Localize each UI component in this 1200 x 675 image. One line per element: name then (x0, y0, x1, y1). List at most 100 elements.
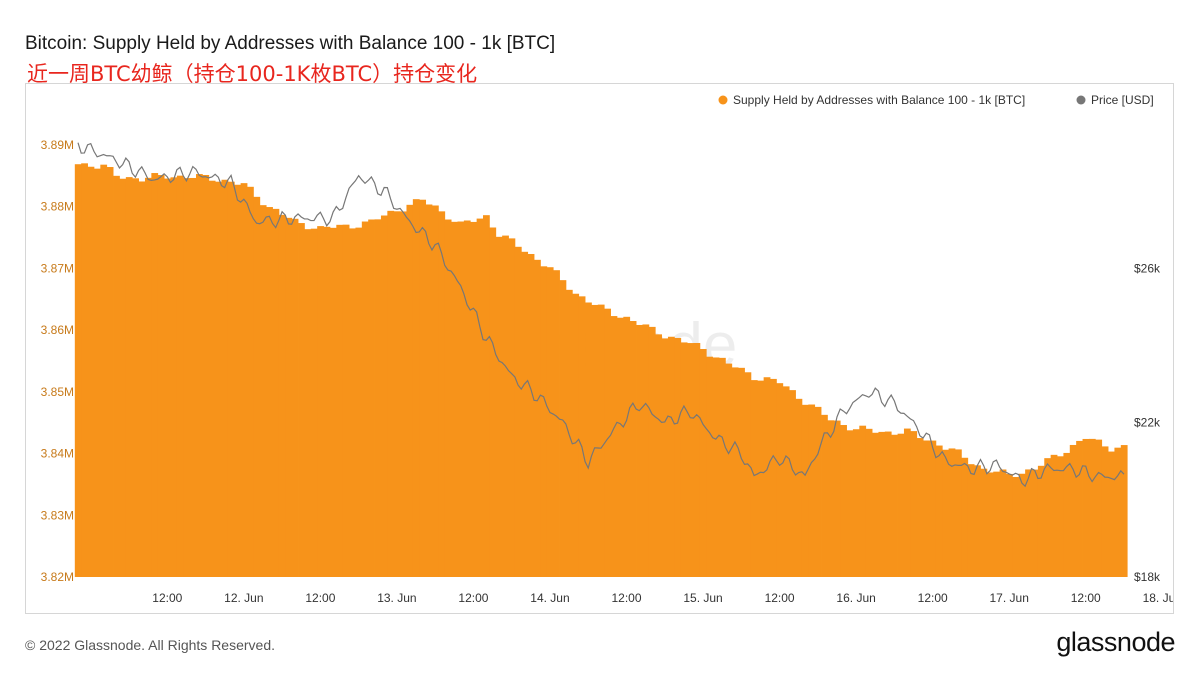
supply-bar (757, 380, 765, 577)
supply-bar (470, 221, 478, 577)
supply-bar (310, 228, 318, 577)
supply-bar (380, 215, 388, 577)
supply-bar (1088, 438, 1096, 577)
legend-price-marker[interactable] (1076, 95, 1086, 105)
supply-bar (534, 259, 541, 577)
supply-bar (1108, 451, 1115, 577)
supply-bar (253, 196, 261, 577)
supply-bar (942, 449, 950, 577)
supply-bar (585, 302, 592, 577)
y-axis-right-tick-label: $18k (1134, 570, 1161, 584)
supply-bar (693, 342, 701, 577)
y-axis-left-tick-label: 3.86M (41, 323, 74, 337)
supply-bar (648, 326, 656, 577)
x-axis-tick-label: 12:00 (1071, 591, 1101, 605)
supply-bar (642, 324, 650, 577)
supply-bar (355, 227, 363, 577)
supply-bar (680, 342, 688, 577)
y-axis-left-tick-label: 3.88M (41, 200, 74, 214)
x-axis-tick-label: 12. Jun (224, 591, 263, 605)
supply-bar (349, 228, 356, 578)
supply-bar (923, 440, 930, 577)
supply-bar (661, 338, 669, 577)
supply-bar (521, 251, 529, 578)
legend-supply-label: Supply Held by Addresses with Balance 10… (733, 93, 1025, 107)
supply-bar (744, 372, 752, 577)
supply-bar (578, 296, 586, 577)
supply-bar (731, 367, 739, 577)
supply-bar (93, 168, 101, 577)
supply-bar (368, 219, 375, 577)
supply-bar (852, 429, 860, 577)
supply-bar (329, 227, 337, 577)
supply-bar (495, 236, 503, 577)
supply-bar (712, 357, 720, 577)
supply-bar (1006, 473, 1013, 577)
supply-bar (872, 432, 879, 577)
legend-supply-marker[interactable] (718, 95, 728, 105)
supply-bar (1012, 476, 1020, 577)
supply-bar (718, 357, 726, 577)
supply-bar (776, 383, 784, 577)
supply-bar (202, 174, 210, 577)
supply-bar (444, 219, 452, 577)
supply-bar (323, 226, 331, 577)
supply-bar (961, 457, 969, 577)
supply-bar (859, 425, 867, 577)
supply-bar (610, 316, 618, 577)
supply-bar (821, 414, 828, 577)
glassnode-logo[interactable]: glassnode (1056, 627, 1175, 657)
supply-bar (342, 224, 350, 577)
supply-bar (553, 270, 560, 577)
y-axis-left-tick-label: 3.84M (41, 447, 74, 461)
supply-bar (865, 428, 873, 577)
supply-bar (119, 178, 127, 577)
x-axis-tick-label: 15. Jun (683, 591, 722, 605)
supply-bar (247, 186, 254, 578)
supply-bar (157, 175, 165, 577)
x-axis-tick-label: 18. Jun (1143, 591, 1173, 605)
supply-bar (1082, 438, 1090, 577)
supply-bar (546, 267, 554, 577)
supply-bar (999, 469, 1007, 577)
supply-bar (125, 177, 133, 578)
legend-price-label: Price [USD] (1091, 93, 1154, 107)
supply-bar (189, 177, 197, 577)
supply-bar (1031, 469, 1039, 577)
supply-bar (935, 445, 943, 577)
supply-bar (1025, 469, 1032, 577)
supply-bar (151, 173, 159, 577)
supply-bar (597, 304, 605, 577)
supply-bar (846, 430, 854, 577)
supply-bar (738, 367, 745, 577)
supply-bar (795, 398, 803, 577)
supply-bar (412, 199, 420, 578)
supply-bar (1069, 444, 1077, 577)
supply-bar (317, 226, 324, 577)
supply-bar (667, 336, 675, 577)
supply-bar (967, 464, 975, 577)
supply-bar (208, 180, 216, 577)
y-axis-left-tick-label: 3.87M (41, 261, 74, 275)
supply-bar (1044, 458, 1052, 577)
x-axis-tick-label: 12:00 (918, 591, 948, 605)
supply-bar (929, 440, 937, 577)
supply-bar (827, 420, 835, 577)
supply-bar (164, 178, 171, 577)
supply-bar (1037, 465, 1045, 577)
supply-bar (221, 179, 229, 577)
supply-bar (259, 205, 267, 577)
supply-bar (170, 177, 178, 577)
chart-svg: glassnodeTwitter @Phyrex_Ni3.82M3.83M3.8… (41, 93, 1173, 605)
supply-bar (910, 431, 918, 577)
supply-bar (100, 164, 108, 578)
footer-copyright: © 2022 Glassnode. All Rights Reserved. (25, 637, 276, 653)
x-axis-tick-label: 12:00 (152, 591, 182, 605)
y-axis-left-tick-label: 3.83M (41, 508, 74, 522)
supply-bar (954, 449, 962, 577)
supply-bar (266, 207, 273, 577)
supply-bar (808, 404, 816, 577)
supply-bar (891, 434, 898, 577)
supply-bar (840, 425, 847, 577)
supply-bar (993, 471, 1001, 577)
